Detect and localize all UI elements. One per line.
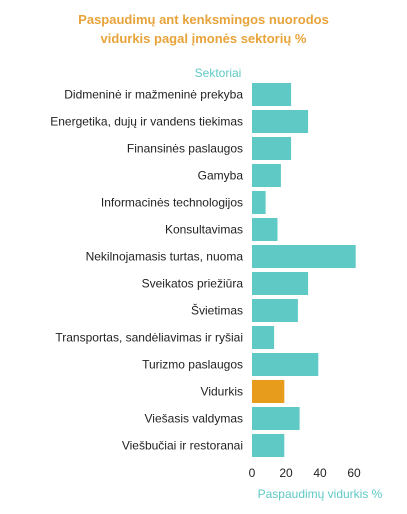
category-label-vidurkis: Vidurkis <box>201 385 243 399</box>
bar-svietimas <box>252 299 298 322</box>
bar-sveikatos-prieziura <box>252 272 309 295</box>
category-label-transportas-sandeliavimas-ir-rysiai: Transportas, sandėliavimas ir ryšiai <box>55 331 243 345</box>
category-label-informacines-technologijos: Informacinės technologijos <box>101 196 243 210</box>
category-labels: Didmeninė ir mažmeninė prekyba Energetika… <box>50 88 243 453</box>
bar-informacines-technologijos <box>252 191 266 214</box>
category-label-didmenine-ir-mazmenine-prekyba: Didmeninė ir mažmeninė prekyba <box>64 88 243 102</box>
category-label-nekilnojamasis-turtas-nuoma: Nekilnojamasis turtas, nuoma <box>86 250 244 264</box>
category-label-finansines-paslaugos: Finansinės paslaugos <box>127 142 243 156</box>
category-label-viesbuciai-ir-restoranai: Viešbučiai ir restoranai <box>122 439 243 453</box>
bar-transportas-sandeliavimas-ir-rysiai <box>252 326 275 349</box>
y-axis-title: Sektoriai <box>195 66 242 80</box>
x-axis-title: Paspaudimų vidurkis % <box>258 487 383 501</box>
category-label-konsultavimas: Konsultavimas <box>165 223 243 237</box>
category-label-viesasis-valdymas: Viešasis valdymas <box>145 412 243 426</box>
chart-title-line-2: vidurkis pagal įmonės sektorių % <box>100 31 307 46</box>
bar-energetika-duju-ir-vandens-tiekimas <box>252 110 309 133</box>
bar-didmenine-ir-mazmenine-prekyba <box>252 83 292 106</box>
category-label-sveikatos-prieziura: Sveikatos priežiūra <box>142 277 244 291</box>
x-tick-20: 20 <box>279 466 293 480</box>
chart-title-line-1: Paspaudimų ant kenksmingos nuorodos <box>78 12 329 27</box>
category-label-turizmo-paslaugos: Turizmo paslaugos <box>142 358 243 372</box>
bar-viesbuciai-ir-restoranai <box>252 434 285 457</box>
bar-konsultavimas <box>252 218 278 241</box>
bar-finansines-paslaugos <box>252 137 292 160</box>
bars-group <box>252 83 356 457</box>
x-tick-40: 40 <box>313 466 327 480</box>
bar-vidurkis <box>252 380 285 403</box>
x-tick-60: 60 <box>347 466 361 480</box>
x-tick-labels: 0 20 40 60 <box>249 466 361 480</box>
category-label-svietimas: Švietimas <box>191 303 243 318</box>
x-tick-0: 0 <box>249 466 256 480</box>
bar-viesasis-valdymas <box>252 407 300 430</box>
category-label-gamyba: Gamyba <box>198 169 244 183</box>
bar-gamyba <box>252 164 281 187</box>
bar-turizmo-paslaugos <box>252 353 319 376</box>
chart-title: Paspaudimų ant kenksmingos nuorodos vidu… <box>0 10 407 48</box>
bar-nekilnojamasis-turtas-nuoma <box>252 245 356 268</box>
category-label-energetika-duju-ir-vandens-tiekimas: Energetika, dujų ir vandens tiekimas <box>50 115 243 129</box>
